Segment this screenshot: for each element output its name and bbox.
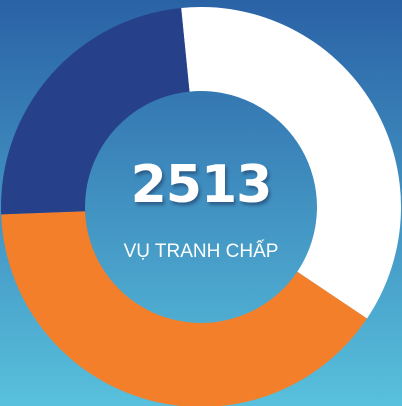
center-caption: VỤ TRANH CHẤP	[124, 240, 279, 262]
donut-segment	[1, 211, 368, 406]
donut-segment	[1, 7, 190, 215]
donut	[1, 6, 402, 406]
donut-segment	[181, 6, 402, 319]
center-value: 2513	[131, 155, 272, 215]
